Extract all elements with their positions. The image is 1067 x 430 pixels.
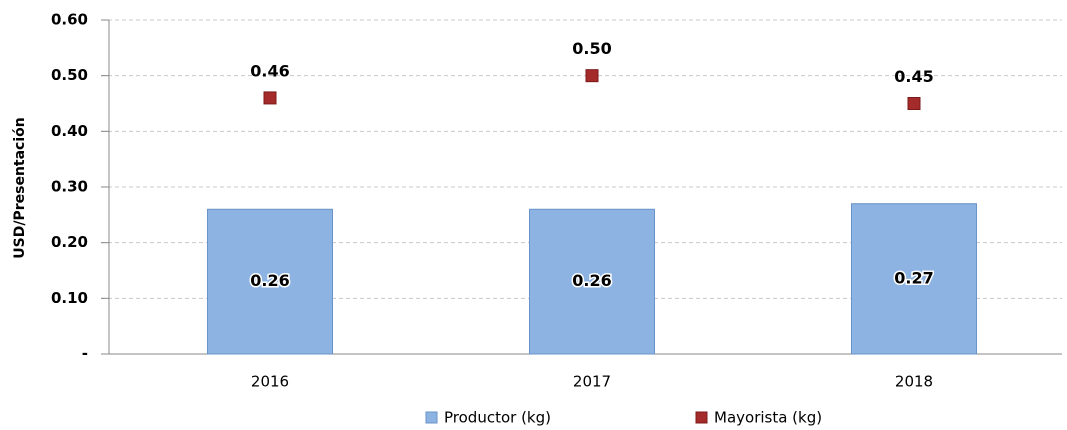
y-tick-label: 0.30 <box>51 178 88 196</box>
legend-label: Mayorista (kg) <box>714 409 822 427</box>
legend-label: Productor (kg) <box>444 409 551 427</box>
marker <box>907 97 921 110</box>
legend-swatch <box>695 411 708 424</box>
y-tick-label: 0.40 <box>51 122 88 140</box>
y-tick-label: - <box>82 345 88 363</box>
legend-swatch <box>425 411 438 424</box>
y-tick-label: 0.20 <box>51 233 88 251</box>
y-tick-label: 0.60 <box>51 11 88 29</box>
marker <box>263 91 277 105</box>
marker <box>585 69 599 83</box>
data-label: 0.26 <box>572 271 611 290</box>
bar <box>529 208 655 355</box>
data-label: 0.45 <box>894 67 933 86</box>
x-tick-label: 2017 <box>573 373 611 391</box>
data-label: 0.27 <box>894 268 933 287</box>
y-tick-label: 0.10 <box>51 289 88 307</box>
data-label: 0.46 <box>250 61 289 80</box>
y-axis-label: USD/Presentación <box>12 117 28 258</box>
x-tick-label: 2016 <box>251 373 289 391</box>
y-tick-label: 0.50 <box>51 66 88 84</box>
data-label: 0.50 <box>572 39 611 58</box>
data-label: 0.26 <box>250 271 289 290</box>
bar <box>207 208 333 355</box>
bar <box>851 203 977 355</box>
x-tick-label: 2018 <box>895 373 933 391</box>
